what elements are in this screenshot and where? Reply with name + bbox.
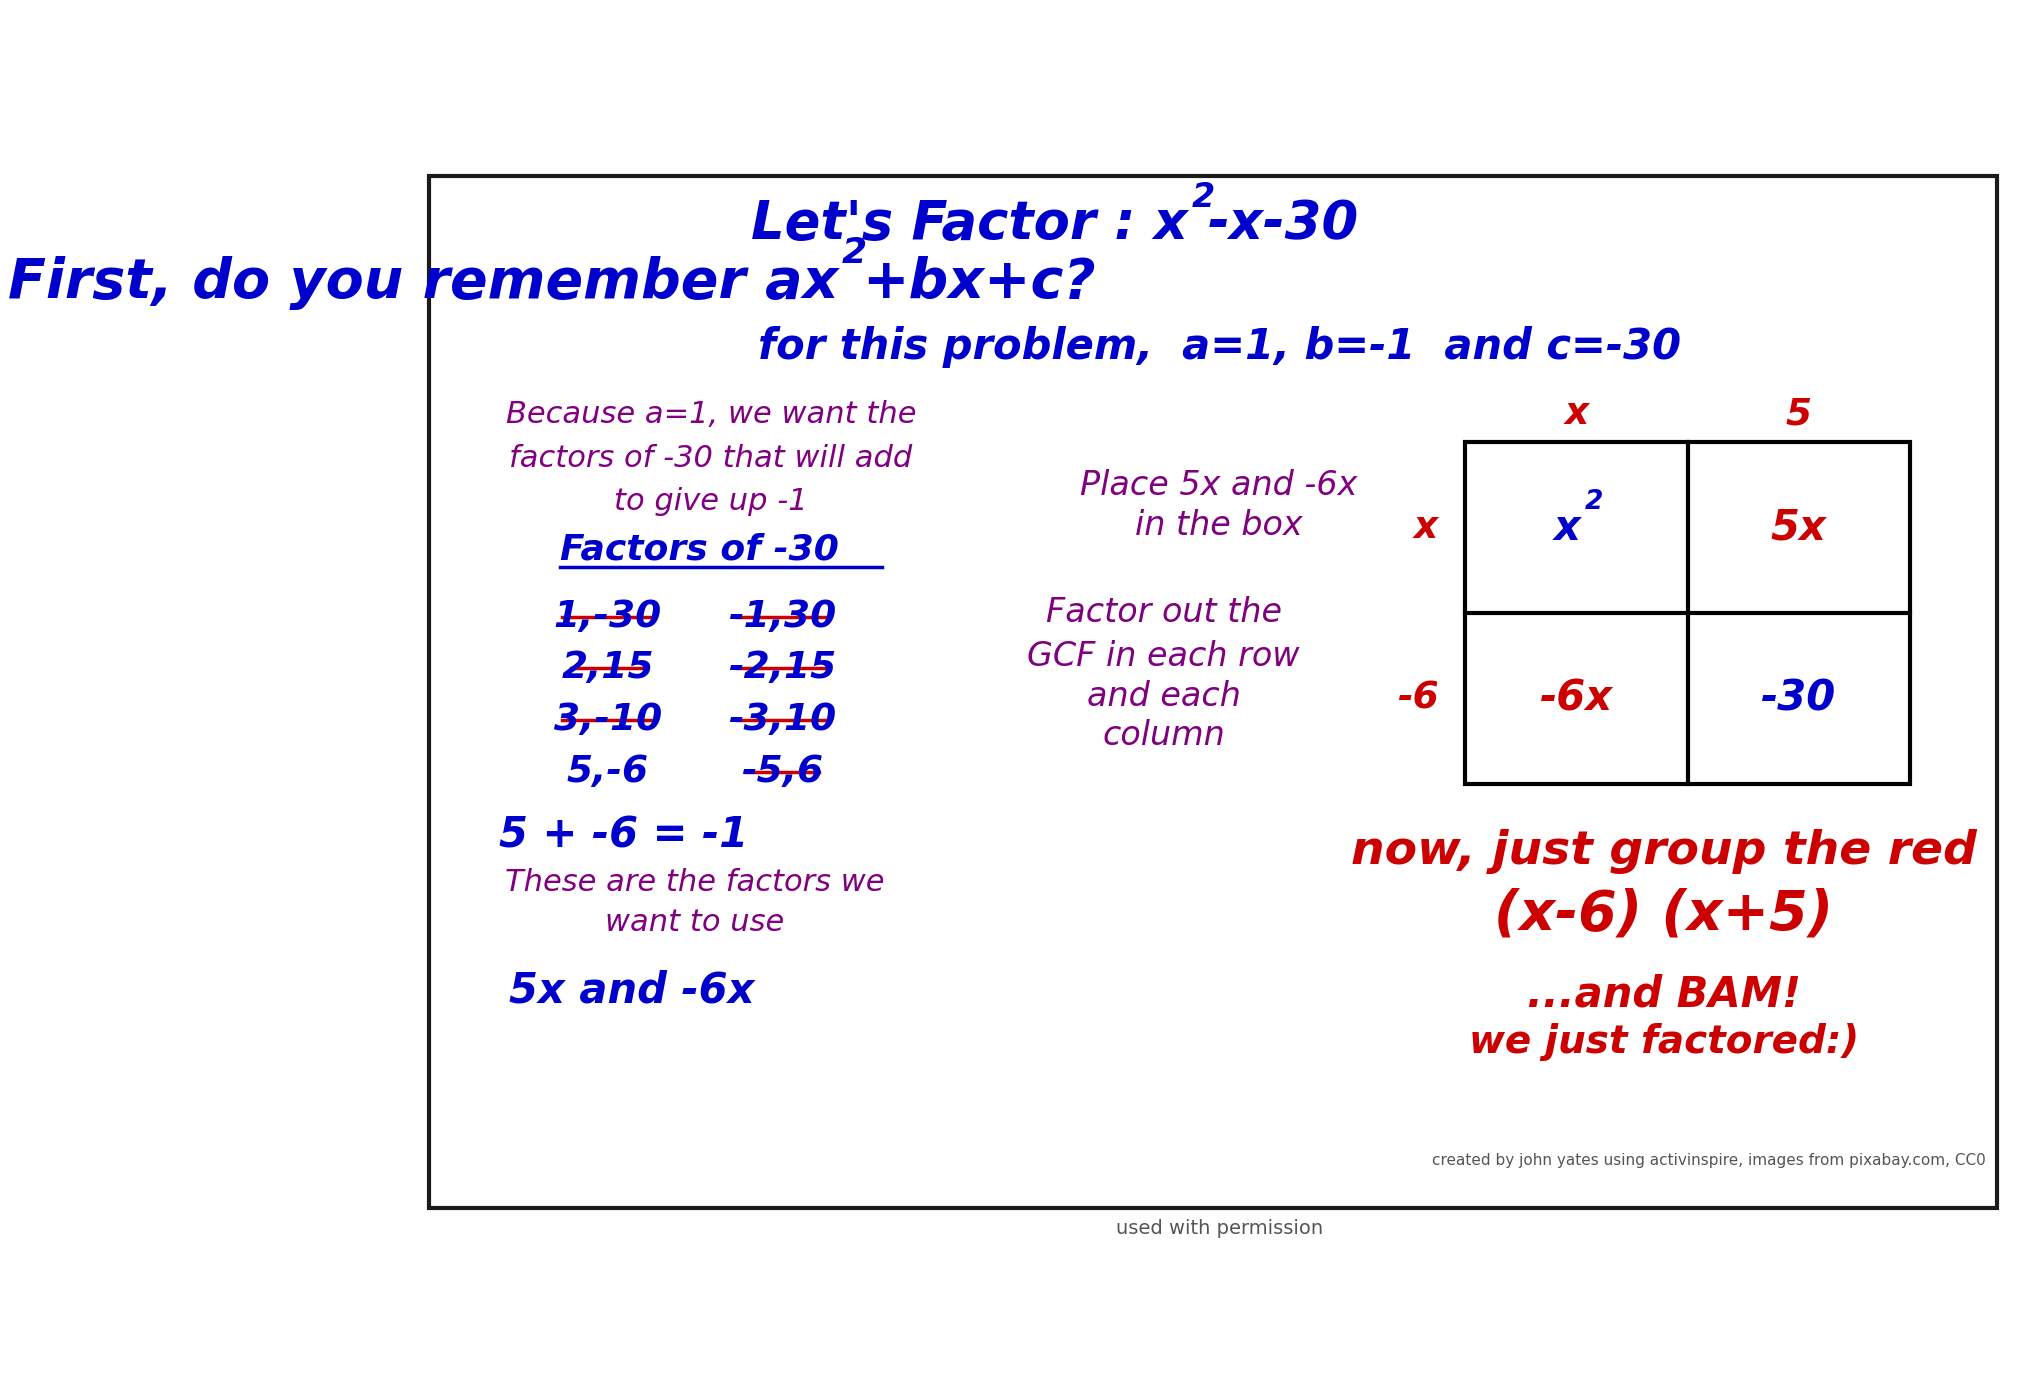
Text: Because a=1, we want the: Because a=1, we want the: [506, 399, 915, 429]
Text: Factor out the: Factor out the: [1045, 596, 1282, 630]
Text: to give up -1: to give up -1: [614, 487, 808, 516]
Text: column: column: [1102, 720, 1225, 753]
Text: in the box: in the box: [1136, 509, 1302, 542]
Text: Let's Factor : x: Let's Factor : x: [751, 198, 1187, 250]
Text: want to use: want to use: [605, 908, 786, 938]
Text: 5,-6: 5,-6: [567, 753, 648, 789]
Text: Factors of -30: Factors of -30: [561, 533, 838, 566]
Text: and each: and each: [1087, 680, 1241, 713]
Text: x: x: [1413, 509, 1438, 545]
Text: These are the factors we: These are the factors we: [506, 868, 885, 897]
Text: ...and BAM!: ...and BAM!: [1527, 974, 1800, 1015]
Text: x: x: [1563, 397, 1588, 433]
Text: 2: 2: [1191, 182, 1215, 214]
Text: 1,-30: 1,-30: [553, 599, 662, 635]
Text: 5x and -6x: 5x and -6x: [508, 970, 755, 1011]
Text: -x-30: -x-30: [1207, 198, 1359, 250]
Text: 5: 5: [1786, 397, 1812, 433]
Text: GCF in each row: GCF in each row: [1027, 639, 1300, 673]
Text: factors of -30 that will add: factors of -30 that will add: [510, 444, 913, 473]
Text: x: x: [1553, 506, 1580, 549]
Text: +bx+c?: +bx+c?: [863, 257, 1096, 311]
Text: -6: -6: [1397, 680, 1438, 716]
Text: 3,-10: 3,-10: [553, 702, 662, 738]
Text: -1,30: -1,30: [729, 599, 836, 635]
Text: -5,6: -5,6: [741, 753, 824, 789]
Text: -30: -30: [1762, 677, 1837, 720]
Text: created by john yates using activinspire, images from pixabay.com, CC0: created by john yates using activinspire…: [1432, 1153, 1984, 1168]
Bar: [1466, 442, 1910, 784]
Text: 2: 2: [842, 236, 867, 270]
Text: we just factored:): we just factored:): [1468, 1022, 1859, 1061]
Text: 5 + -6 = -1: 5 + -6 = -1: [498, 814, 749, 856]
Text: now, just group the red: now, just group the red: [1351, 828, 1976, 874]
Text: 2: 2: [1586, 490, 1604, 515]
Text: (x-6) (x+5): (x-6) (x+5): [1494, 888, 1833, 942]
Text: for this problem,  a=1, b=-1  and c=-30: for this problem, a=1, b=-1 and c=-30: [757, 326, 1681, 368]
Text: -6x: -6x: [1539, 677, 1614, 720]
Text: Place 5x and -6x: Place 5x and -6x: [1081, 469, 1359, 502]
Text: -3,10: -3,10: [729, 702, 836, 738]
Text: First, do you remember ax: First, do you remember ax: [8, 257, 838, 311]
Text: 2,15: 2,15: [561, 651, 654, 687]
Text: -2,15: -2,15: [729, 651, 836, 687]
Text: 5x: 5x: [1770, 506, 1827, 549]
Text: used with permission: used with permission: [1116, 1219, 1322, 1237]
